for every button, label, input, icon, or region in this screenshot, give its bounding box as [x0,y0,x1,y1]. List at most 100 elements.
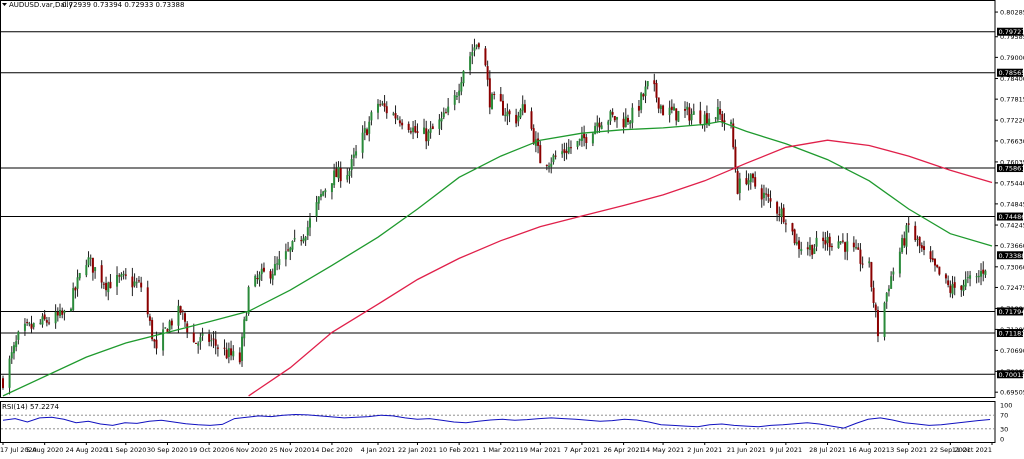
candle-body [386,106,388,113]
candle-body [930,251,932,259]
candle [730,120,732,129]
candle-body [905,225,907,246]
candle-body [355,151,357,155]
candle-body [890,276,892,289]
candle [520,108,522,119]
candle [410,127,412,134]
candle-body [785,223,787,224]
candle [947,276,949,288]
candle-body [671,107,673,110]
candle [379,100,381,107]
candle [153,339,155,349]
candle [905,223,907,255]
candle [752,173,754,183]
candle [765,188,767,201]
rsi-tick-label: 0 [1000,436,1004,444]
candle-body [320,194,322,197]
candle-body [493,94,495,95]
candle-body [752,174,754,178]
candle-body [410,131,412,132]
candle [813,244,815,254]
candle-body [294,238,296,239]
candle-body [13,345,15,353]
candle-body [706,113,708,124]
last-price-label: 0.73388 [999,252,1024,260]
candle-body [691,114,693,120]
candle-body [631,108,633,123]
candle-body [432,126,434,129]
candle [48,317,50,325]
x-tick-label: 5 Aug 2020 [26,446,64,454]
candle [930,246,932,262]
candle-body [274,264,276,275]
candle [890,271,892,289]
candle-body [33,323,35,327]
candle [629,120,631,129]
candle [243,317,245,347]
level-tag-label: 0.70013 [999,371,1024,379]
candle-body [458,91,460,96]
rsi-tick-label: 70 [1000,412,1008,420]
candle [807,242,809,256]
candle-body [954,282,956,288]
candle [761,185,763,208]
candle [868,257,870,267]
candle [366,128,368,136]
dropdown-arrow-icon[interactable] [2,3,7,6]
candle [289,247,291,260]
candle-body [520,110,522,118]
candle [202,328,204,341]
candle-body [934,259,936,266]
candle [368,116,370,141]
candle-body [502,101,504,115]
candle [491,92,493,109]
candle [719,101,721,120]
candle-body [901,238,903,252]
candle [855,239,857,249]
candle [94,267,96,279]
candle-body [215,339,217,345]
candle [454,90,456,110]
candle [395,105,397,124]
candle-body [962,285,964,291]
candle [548,162,550,172]
candle [579,139,581,146]
candle-body [629,121,631,124]
candle [938,267,940,276]
candle [522,95,524,115]
candle-body [309,218,311,227]
candle-body [171,321,173,326]
candle-body [230,348,232,355]
candle [90,254,92,266]
candle-body [539,145,541,163]
candle [570,140,572,154]
candle [270,269,272,283]
candle-body [476,45,478,47]
candle [425,121,427,149]
price-axis: 0.802850.795850.790000.784000.778150.772… [995,9,1024,397]
candle-body [15,341,17,347]
candle-body [491,94,493,109]
candle [384,95,386,112]
candle-body [855,247,857,248]
x-tick-label: 3 Sep 2021 [890,446,927,454]
candle [441,112,443,130]
candle-body [509,111,511,114]
candle [134,273,136,287]
candle [2,376,4,390]
candle-body [125,274,127,275]
candle-body [719,109,721,115]
candle-body [484,48,486,65]
candle-body [798,241,800,250]
candle-body [658,97,660,108]
candle [443,108,445,120]
candle [217,344,219,356]
candle [517,112,519,126]
candle-body [846,241,848,251]
candle-body [270,271,272,278]
candle [642,93,644,100]
candle-body [2,378,4,388]
candle-body [489,78,491,107]
